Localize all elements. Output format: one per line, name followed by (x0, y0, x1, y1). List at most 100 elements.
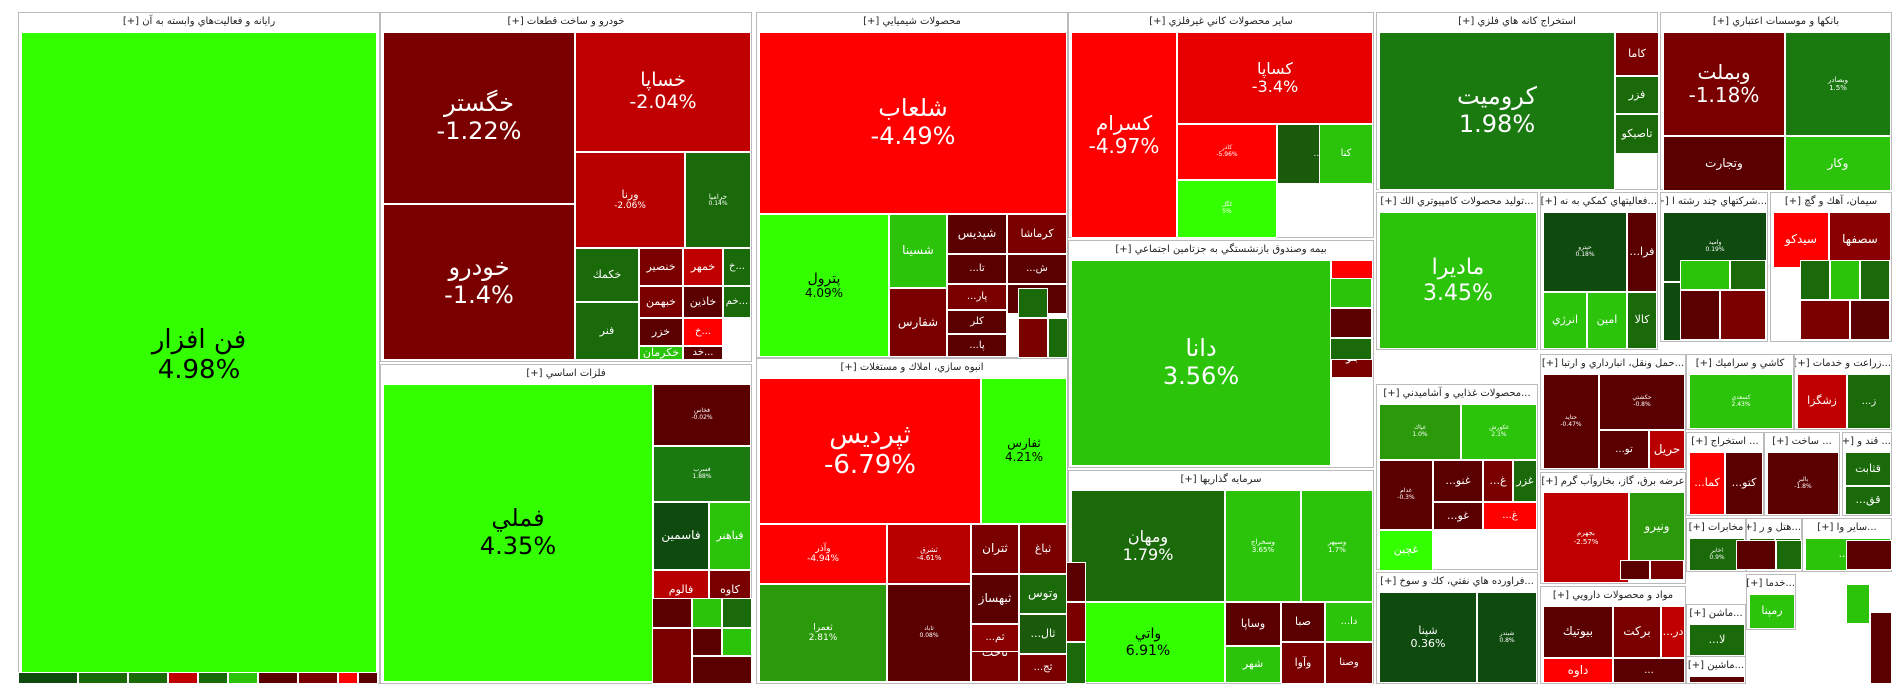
stock-cell[interactable]: رمپنا (1749, 594, 1795, 629)
stock-cell[interactable]: بالبر -1.8% (1767, 452, 1839, 515)
minor-stock-cell[interactable] (358, 672, 378, 684)
sector-title[interactable]: ...توليد محصولات كامپيوتري الك [+] (1377, 193, 1537, 211)
stock-cell[interactable]: واتي 6.91% (1071, 602, 1225, 683)
sector-title[interactable]: ...هتل و ر [+] (1747, 519, 1801, 537)
stock-cell[interactable]: دانا 3.56% (1071, 260, 1331, 466)
minor-stock-cell[interactable] (1066, 562, 1086, 602)
minor-stock-cell[interactable] (692, 656, 752, 684)
minor-stock-cell[interactable] (128, 672, 168, 684)
sector-title[interactable]: ...خدما [+] (1747, 575, 1795, 593)
minor-stock-cell[interactable] (1680, 290, 1720, 340)
sector-title[interactable]: ...حمل ونقل، انبارداري و ارتبا [+] (1541, 355, 1685, 373)
stock-cell[interactable]: تاصيكو (1615, 114, 1659, 154)
minor-stock-cell[interactable] (652, 628, 692, 684)
stock-cell[interactable]: فملي 4.35% (383, 384, 653, 682)
stock-cell[interactable]: خكرمان (639, 346, 683, 360)
stock-cell[interactable]: حتايد -0.47% (1543, 374, 1599, 469)
stock-cell[interactable]: ومهان 1.79% (1071, 490, 1225, 602)
stock-cell[interactable]: شبندر 0.8% (1477, 592, 1537, 683)
sector-title[interactable]: سيمان، آهك و گچ [+] (1771, 193, 1891, 211)
stock-cell[interactable]: بجهرم -2.57% (1543, 492, 1629, 583)
stock-cell[interactable]: پترول 4.09% (759, 214, 889, 357)
sector-title[interactable]: محصولات شيميايي [+] (757, 13, 1067, 31)
stock-cell[interactable]: خكمك (575, 248, 639, 302)
stock-cell[interactable]: ...تا (947, 254, 1007, 284)
minor-stock-cell[interactable] (198, 672, 228, 684)
stock-cell[interactable]: خرامیا 0.14% (685, 152, 751, 248)
sector-title[interactable]: ...ماشن [+] (1687, 605, 1745, 623)
stock-cell[interactable]: خبهمن (639, 286, 683, 318)
stock-cell[interactable]: ...غ (1483, 502, 1537, 530)
stock-cell[interactable]: ثپرديس -6.79% (759, 378, 981, 524)
stock-cell[interactable]: فاسمين (653, 502, 709, 570)
stock-cell[interactable]: ...غو (1433, 502, 1483, 530)
stock-cell[interactable]: خمهر (683, 248, 723, 286)
stock-cell[interactable]: خودرو -1.4% (383, 204, 575, 360)
sector-title[interactable]: استخراج كانه هاي فلزي [+] (1377, 13, 1657, 31)
sector-title[interactable]: عرضه برق، گاز، بخاروآب گرم [+] (1541, 473, 1685, 491)
stock-cell[interactable]: شپديس (947, 214, 1007, 254)
minor-stock-cell[interactable] (18, 672, 78, 684)
stock-cell[interactable]: وبملت -1.18% (1663, 32, 1785, 136)
stock-cell[interactable]: ثفارس 4.21% (981, 378, 1067, 524)
stock-cell[interactable]: ...ش (1007, 254, 1067, 284)
minor-stock-cell[interactable] (338, 672, 358, 684)
stock-cell[interactable]: ...پا (947, 334, 1007, 357)
stock-cell[interactable]: وسپهر 1.7% (1301, 490, 1373, 602)
sector-title[interactable]: بيمه وصندوق بازنشستگي به جزتامين اجتماعي… (1069, 241, 1373, 259)
sector-title[interactable]: ...شركتهاي چند رشته ا [+] (1661, 193, 1767, 211)
stock-cell[interactable]: صبا (1281, 602, 1325, 642)
stock-cell[interactable]: وآذر -4.94% (759, 524, 887, 584)
stock-cell[interactable]: ...ثال (1019, 614, 1067, 654)
minor-stock-cell[interactable] (1330, 338, 1372, 360)
sector-title[interactable]: فلزات اساسي [+] (381, 365, 751, 383)
minor-stock-cell[interactable] (1800, 260, 1830, 300)
stock-cell[interactable]: ...كما (1689, 452, 1725, 515)
stock-cell[interactable]: شپنا 0.36% (1379, 592, 1477, 683)
stock-cell[interactable]: وآوا (1281, 642, 1325, 684)
minor-stock-cell[interactable] (1720, 290, 1766, 340)
sector-title[interactable]: رايانه و فعاليت‌هاي وابسته به آن [+] (19, 13, 379, 31)
stock-cell[interactable]: فباهنر (709, 502, 751, 570)
sector-title[interactable]: ... قند و [+] (1843, 433, 1891, 451)
stock-cell[interactable]: فخاس -0.02% (653, 384, 751, 446)
stock-cell[interactable]: ...دا (1325, 602, 1373, 642)
minor-stock-cell[interactable] (1860, 260, 1890, 300)
stock-cell[interactable]: ثباغ (1019, 524, 1067, 574)
stock-cell[interactable]: ...ز (1847, 374, 1891, 429)
stock-cell[interactable]: وصنا (1325, 642, 1373, 684)
minor-stock-cell[interactable] (1066, 642, 1086, 684)
stock-cell[interactable]: داوه (1543, 658, 1613, 683)
minor-stock-cell[interactable] (1066, 602, 1086, 642)
minor-stock-cell[interactable] (1018, 318, 1048, 358)
stock-cell[interactable]: كاذر -5.96% (1177, 124, 1277, 180)
stock-cell[interactable]: خگستر -1.22% (383, 32, 575, 204)
stock-cell[interactable]: خد... (683, 346, 723, 360)
stock-cell[interactable]: غچين (1379, 530, 1433, 571)
stock-cell[interactable]: ...پار (947, 284, 1007, 310)
minor-stock-cell[interactable] (1620, 560, 1650, 580)
stock-cell[interactable]: حريل (1649, 430, 1685, 469)
stock-cell[interactable]: غكورش 2.1% (1461, 404, 1537, 460)
stock-cell[interactable]: كگل 5% (1177, 180, 1277, 238)
stock-cell[interactable]: قثابت (1845, 452, 1891, 486)
minor-stock-cell[interactable] (1330, 308, 1372, 338)
sector-title[interactable]: ...محصولات غذايي و آشاميدني [+] (1377, 385, 1537, 403)
stock-cell[interactable]: كروميت 1.98% (1379, 32, 1615, 190)
stock-cell[interactable]: حپترو 0.18% (1543, 212, 1627, 292)
minor-stock-cell[interactable] (1850, 300, 1890, 340)
stock-cell[interactable]: غدام -0.3% (1379, 460, 1433, 530)
stock-cell[interactable]: شفارس (889, 288, 947, 357)
stock-cell[interactable]: كرماشا (1007, 214, 1067, 254)
minor-stock-cell[interactable] (722, 598, 752, 628)
minor-stock-cell[interactable] (1776, 540, 1802, 570)
stock-cell[interactable]: كاما (1615, 32, 1659, 76)
stock-cell[interactable]: ...فرا (1627, 212, 1657, 292)
minor-stock-cell[interactable] (1048, 318, 1068, 358)
sector-title[interactable]: خودرو و ساخت قطعات [+] (381, 13, 751, 31)
minor-stock-cell[interactable] (722, 628, 752, 656)
minor-stock-cell[interactable] (1730, 260, 1766, 290)
stock-cell[interactable] (1689, 676, 1745, 683)
stock-cell[interactable]: ...تو (1599, 430, 1649, 469)
stock-cell[interactable]: ...لا (1689, 624, 1745, 656)
